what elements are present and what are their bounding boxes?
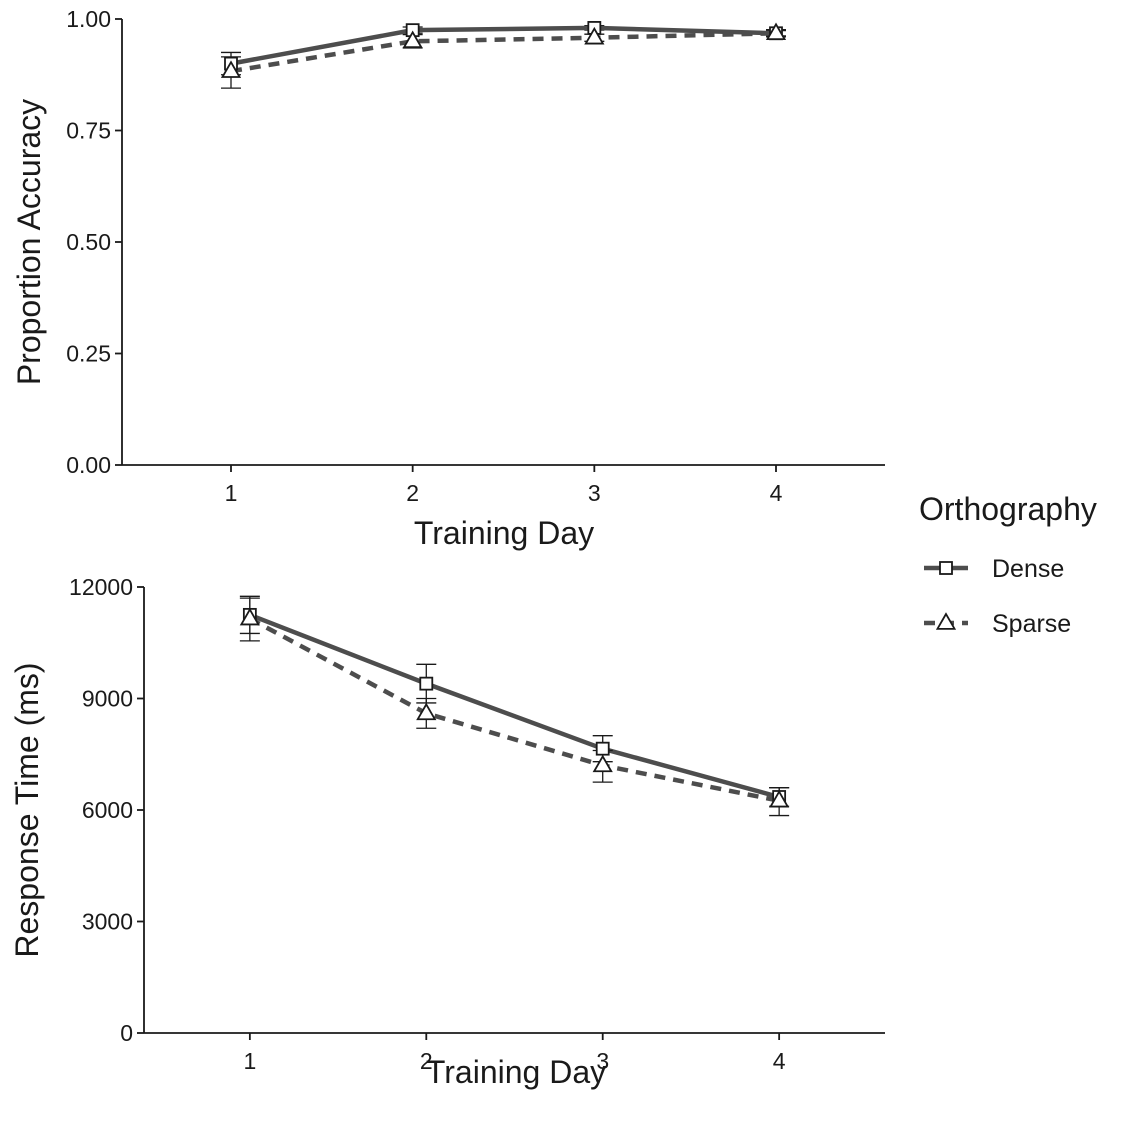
accuracy-sparse-point — [584, 26, 605, 45]
legend-key-sparse — [924, 612, 968, 630]
accuracy-x-tick-label: 4 — [770, 480, 783, 506]
accuracy-panel: 0.00 0.25 0.50 0.75 1.00 1 2 3 4 Training Day Pr… — [11, 6, 885, 551]
response-time-dense-point — [595, 741, 610, 756]
accuracy-sparse-point — [402, 30, 423, 49]
accuracy-y-tick-label: 0.50 — [66, 229, 111, 255]
response-time-x-tick-label: 3 — [596, 1048, 609, 1074]
response-time-axes — [143, 587, 885, 1034]
accuracy-ticks: 0.00 0.25 0.50 0.75 1.00 1 2 3 4 — [66, 6, 782, 506]
legend-dense-marker-swatch — [939, 561, 953, 575]
legend-key-dense — [924, 561, 968, 575]
response-time-x-tick-label: 4 — [773, 1048, 786, 1074]
response-time-sparse-point — [416, 702, 437, 721]
response-time-sparse-point — [769, 789, 790, 808]
accuracy-y-tick-label: 0.25 — [66, 341, 111, 367]
response-time-panel: 0 3000 6000 9000 12000 1 2 3 4 Training Day Resp… — [9, 574, 885, 1090]
response-time-x-tick-label: 1 — [243, 1048, 256, 1074]
response-time-y-tick-label: 3000 — [82, 909, 133, 935]
response-time-plot-area — [239, 595, 790, 817]
accuracy-x-tick-label: 2 — [406, 480, 419, 506]
legend: Orthography Dense Sparse — [919, 491, 1097, 638]
accuracy-y-tick-label: 0.75 — [66, 118, 111, 144]
response-time-y-tick-label: 6000 — [82, 797, 133, 823]
response-time-ticks: 0 3000 6000 9000 12000 1 2 3 4 — [69, 574, 786, 1074]
response-time-x-axis-title: Training Day — [426, 1054, 606, 1090]
legend-title: Orthography — [919, 491, 1097, 527]
accuracy-y-tick-label: 0.00 — [66, 452, 111, 478]
legend-label-sparse: Sparse — [992, 610, 1071, 638]
accuracy-x-tick-label: 3 — [588, 480, 601, 506]
accuracy-x-tick-label: 1 — [225, 480, 238, 506]
accuracy-axes — [121, 19, 885, 466]
response-time-y-tick-label: 12000 — [69, 574, 133, 600]
accuracy-sparse-point — [765, 22, 787, 41]
accuracy-sparse-point — [220, 60, 242, 78]
response-time-y-tick-label: 9000 — [82, 686, 133, 712]
response-time-sparse-point — [239, 607, 260, 626]
accuracy-plot-area — [220, 21, 787, 89]
response-time-dense-series-line — [249, 612, 780, 800]
response-time-sparse-point — [592, 754, 613, 773]
accuracy-y-tick-label: 1.00 — [66, 6, 111, 32]
legend-sparse-marker-swatch — [935, 612, 957, 630]
accuracy-x-axis-title: Training Day — [414, 515, 594, 551]
accuracy-sparse-series-line — [230, 31, 777, 74]
response-time-x-tick-label: 2 — [420, 1048, 433, 1074]
accuracy-y-axis-title: Proportion Accuracy — [11, 99, 47, 385]
legend-label-dense: Dense — [992, 555, 1064, 583]
response-time-y-axis-title: Response Time (ms) — [9, 662, 45, 957]
response-time-sparse-series-line — [248, 616, 780, 803]
accuracy-dense-series-line — [230, 25, 777, 66]
response-time-dense-point — [419, 676, 434, 691]
response-time-y-tick-label: 0 — [120, 1020, 133, 1046]
